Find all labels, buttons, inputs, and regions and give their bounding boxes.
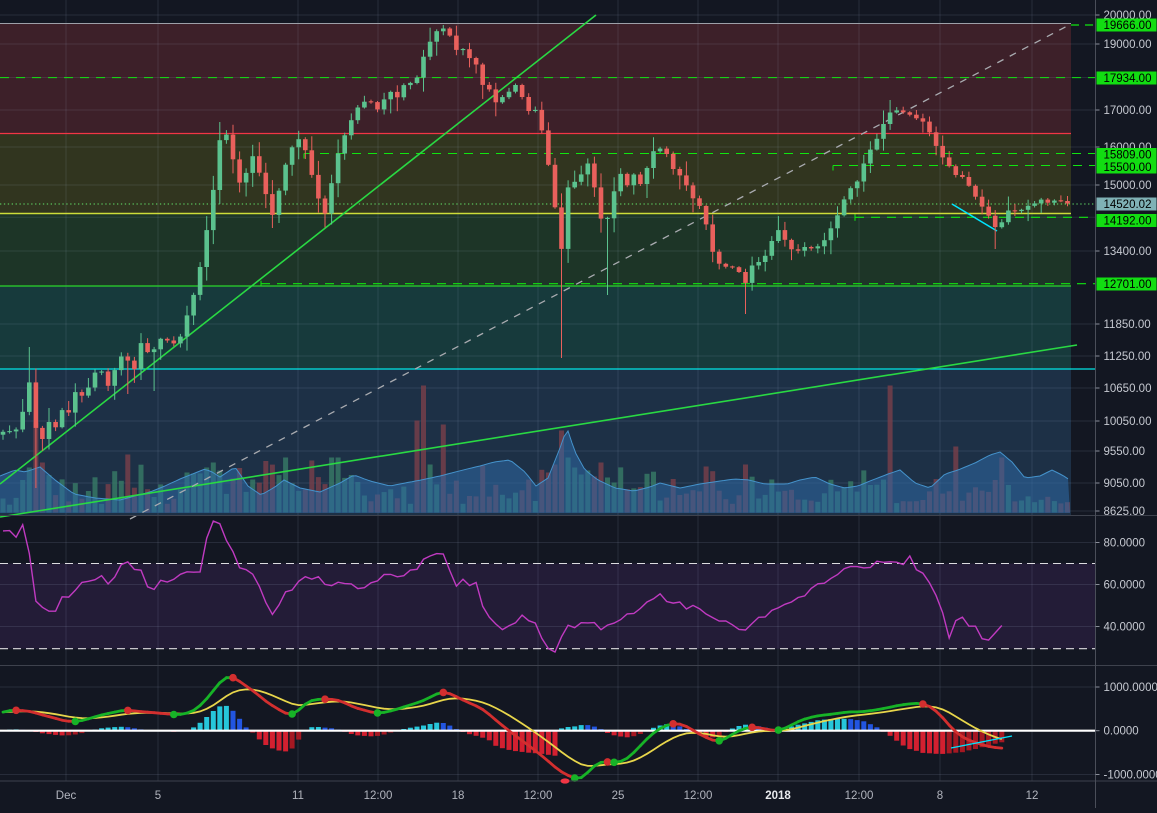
svg-text:12:00: 12:00 [524,790,553,802]
svg-text:14520.02: 14520.02 [1104,199,1152,211]
svg-text:17000.00: 17000.00 [1104,105,1152,117]
svg-text:15809.00: 15809.00 [1104,150,1152,162]
svg-text:13400.00: 13400.00 [1104,246,1152,258]
svg-text:80.0000: 80.0000 [1104,538,1146,550]
svg-text:25: 25 [612,790,625,802]
svg-text:11250.00: 11250.00 [1104,351,1151,363]
svg-text:12:00: 12:00 [364,790,393,802]
svg-text:12:00: 12:00 [845,790,874,802]
svg-text:12701.00: 12701.00 [1104,279,1152,291]
svg-text:9550.00: 9550.00 [1104,446,1146,458]
svg-text:10050.00: 10050.00 [1104,416,1152,428]
svg-text:15000.00: 15000.00 [1104,180,1152,192]
svg-text:-1000.0000: -1000.0000 [1104,770,1157,782]
svg-text:19000.00: 19000.00 [1104,39,1152,51]
svg-text:19666.00: 19666.00 [1104,20,1152,32]
svg-text:11: 11 [292,790,304,802]
svg-text:12:00: 12:00 [684,790,713,802]
svg-text:9050.00: 9050.00 [1104,478,1146,490]
svg-text:14192.00: 14192.00 [1104,216,1152,228]
svg-text:10650.00: 10650.00 [1104,383,1152,395]
svg-text:17934.00: 17934.00 [1104,73,1152,85]
svg-text:18: 18 [452,790,465,802]
svg-text:0.0000: 0.0000 [1104,726,1139,738]
svg-text:11850.00: 11850.00 [1104,319,1151,331]
svg-text:2018: 2018 [765,790,791,802]
svg-text:15500.00: 15500.00 [1104,162,1152,174]
svg-text:5: 5 [155,790,161,802]
svg-text:40.0000: 40.0000 [1104,622,1146,634]
svg-text:8625.00: 8625.00 [1104,506,1146,518]
svg-text:Dec: Dec [56,790,77,802]
svg-text:60.0000: 60.0000 [1104,580,1146,592]
svg-text:12: 12 [1026,790,1039,802]
svg-text:8: 8 [937,790,943,802]
svg-text:1000.0000: 1000.0000 [1104,682,1157,694]
